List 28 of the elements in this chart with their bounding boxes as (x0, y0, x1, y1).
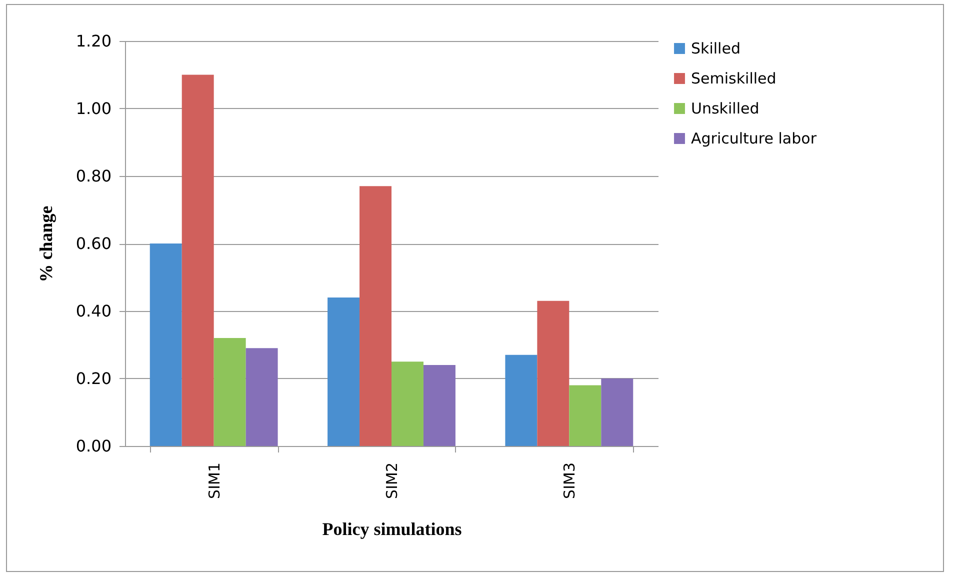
y-tick-label: 1.00 (76, 99, 112, 118)
legend-label: Skilled (691, 40, 740, 58)
y-tick-label: 0.60 (76, 234, 112, 253)
bar (505, 354, 538, 446)
bar (150, 244, 182, 446)
x-tick-label: SIM2 (383, 462, 401, 499)
bar (537, 300, 570, 446)
x-tick-label: SIM3 (560, 462, 579, 499)
legend-label: Agriculture labor (691, 130, 818, 148)
legend-label: Unskilled (691, 100, 760, 118)
y-tick-label: 0.80 (76, 166, 112, 186)
y-tick-label: 0.00 (76, 436, 112, 456)
y-tick-label: 0.40 (76, 302, 112, 320)
y-tick-label: 1.20 (76, 32, 112, 50)
legend-label: Semiskilled (691, 70, 776, 88)
y-axis-title: % change (36, 206, 56, 282)
x-axis-title: Policy simulations (322, 518, 462, 539)
bar (423, 365, 456, 446)
bar (569, 385, 602, 446)
bar (328, 298, 360, 446)
bar (182, 74, 214, 446)
bar (392, 362, 424, 446)
bar (246, 348, 278, 446)
y-tick-label: 0.20 (76, 369, 112, 388)
bar (601, 378, 634, 446)
x-tick-label: SIM1 (205, 462, 224, 499)
bar (360, 186, 392, 446)
bar (214, 338, 246, 446)
